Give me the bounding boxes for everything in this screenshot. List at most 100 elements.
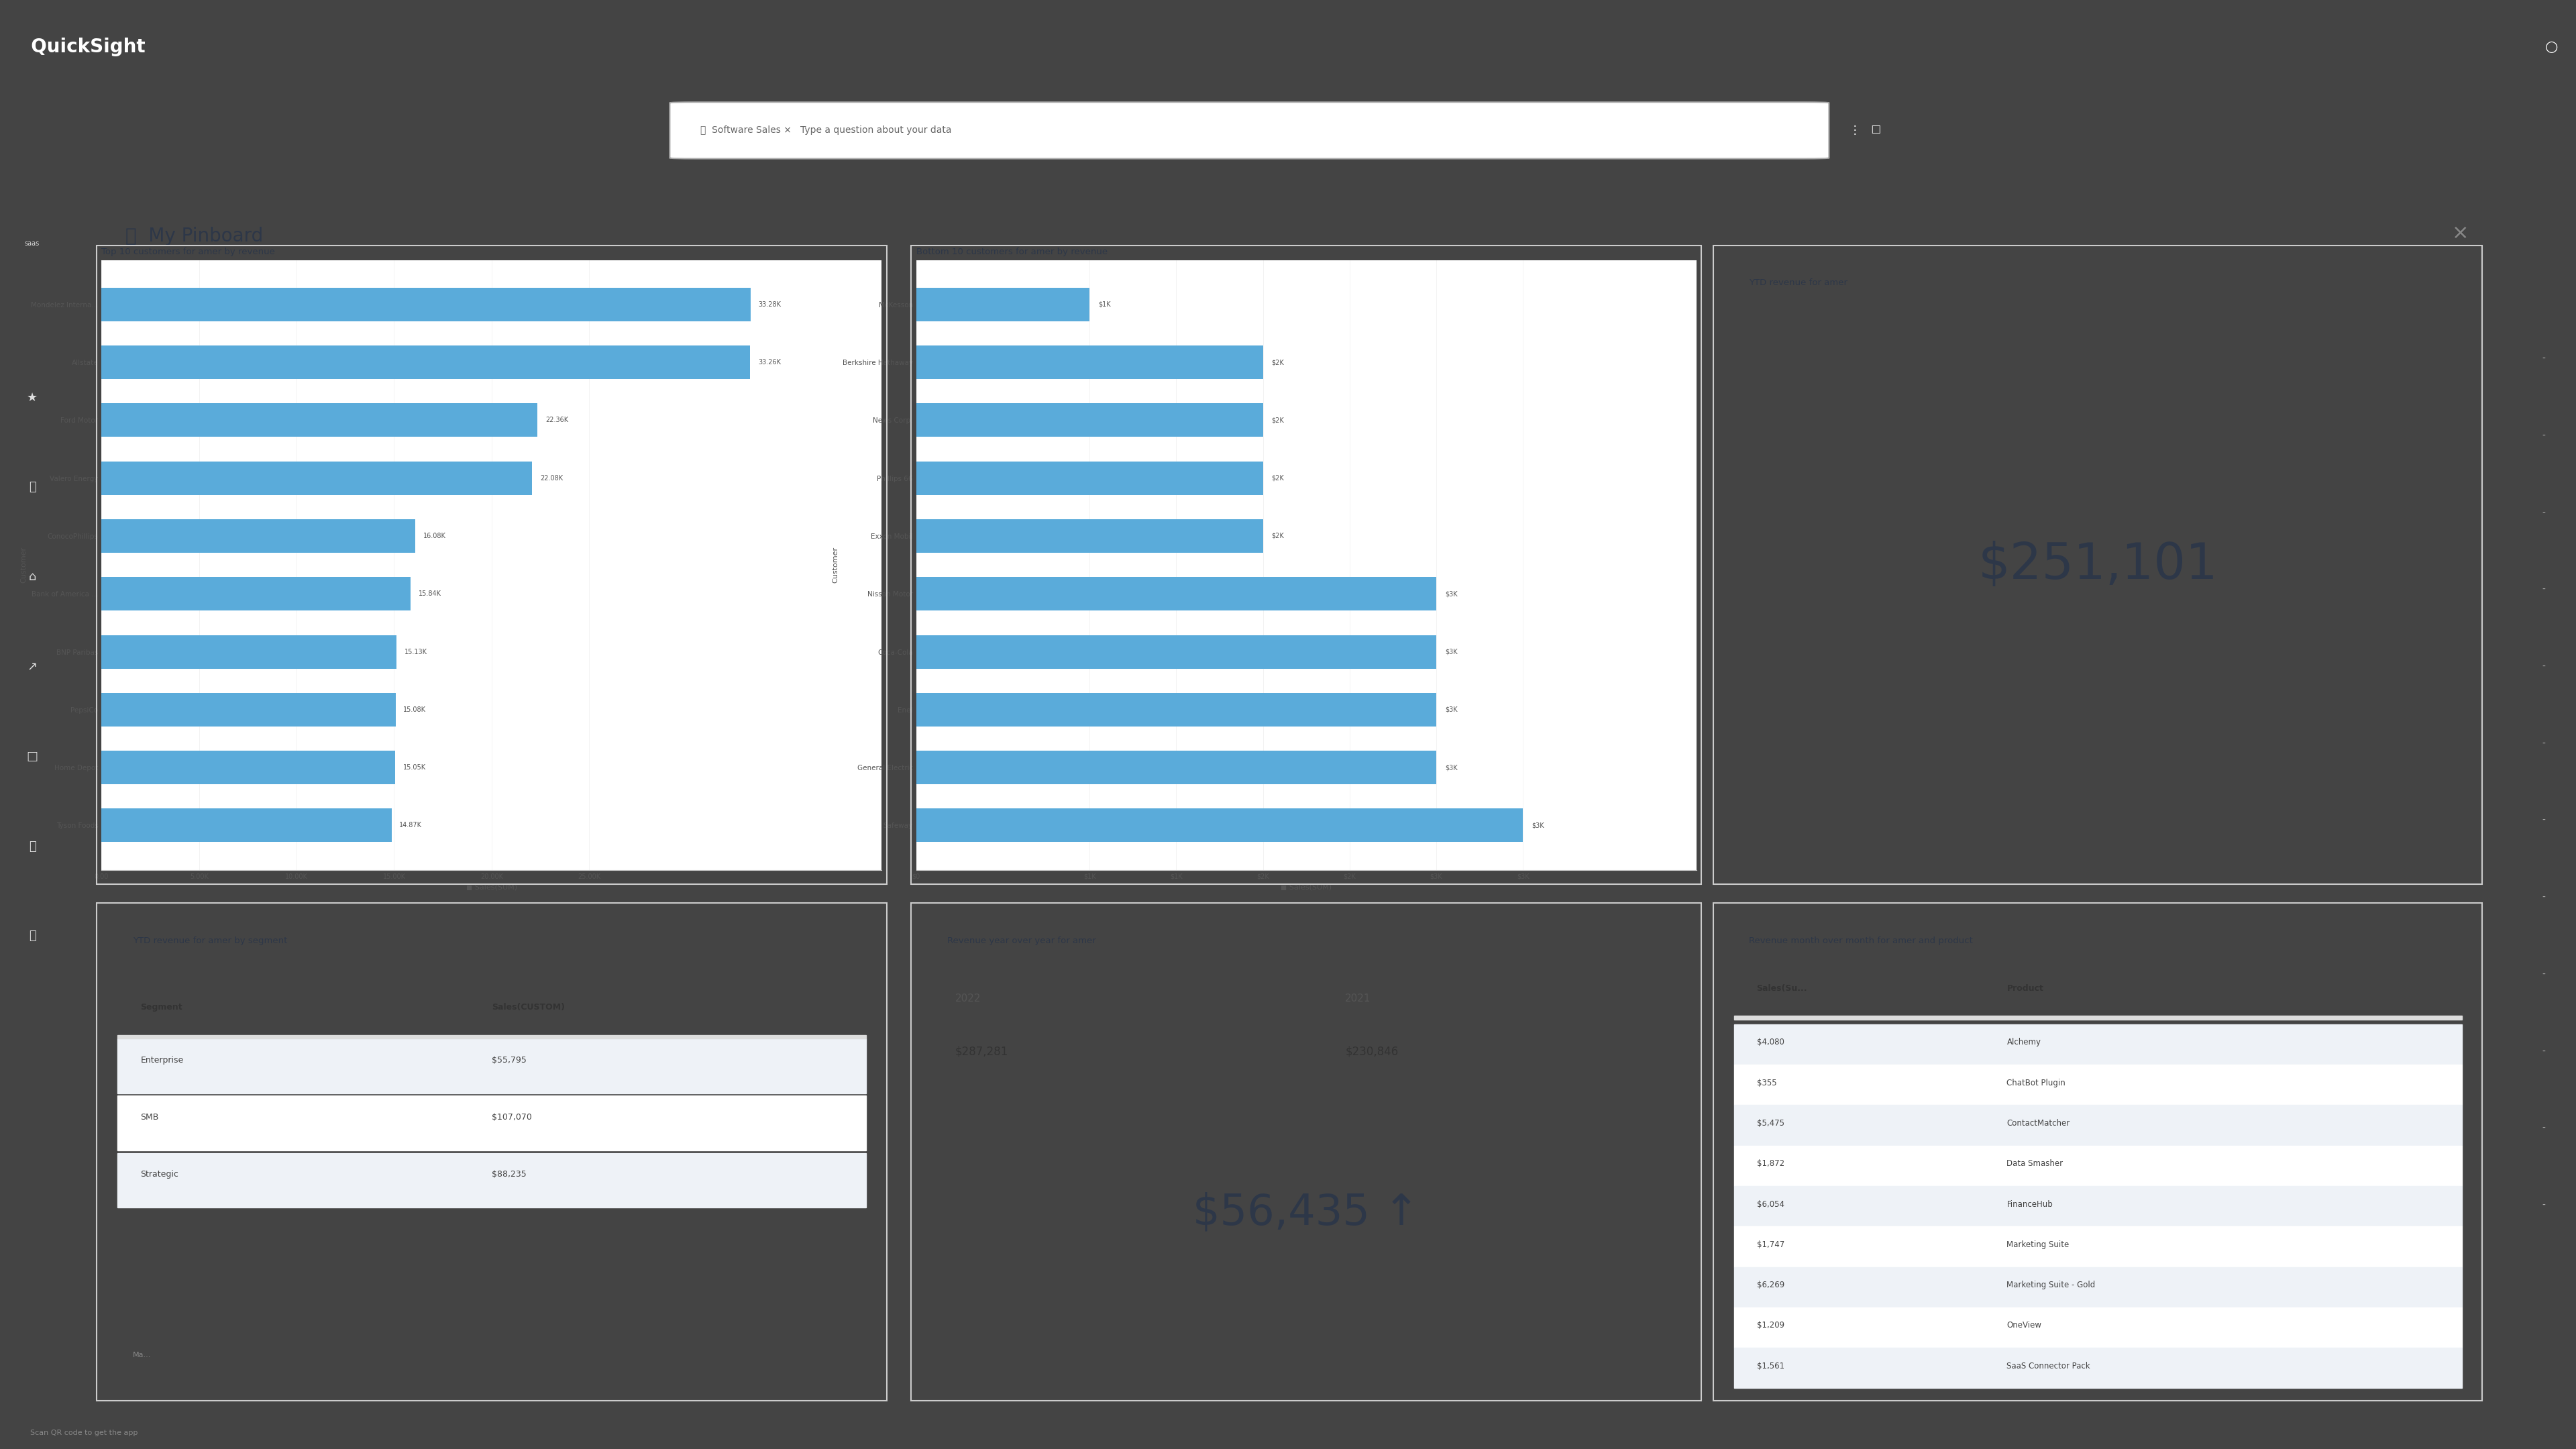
Text: OneView: OneView	[2007, 1321, 2043, 1330]
Bar	[116, 1153, 866, 1207]
Bar	[100, 809, 392, 842]
Text: ContactMatcher: ContactMatcher	[2007, 1119, 2071, 1127]
Text: ★: ★	[26, 391, 39, 403]
Text: -: -	[2543, 355, 2545, 364]
Bar	[116, 1035, 866, 1039]
Bar	[100, 751, 394, 784]
Text: $1K: $1K	[1097, 301, 1110, 307]
Text: $55,795: $55,795	[492, 1056, 526, 1065]
Text: $5,475: $5,475	[1757, 1119, 1785, 1127]
Text: $6,054: $6,054	[1757, 1200, 1785, 1208]
Text: -: -	[2543, 662, 2545, 671]
Bar	[917, 751, 1437, 784]
Text: 💬: 💬	[28, 930, 36, 942]
Text: 33.28K: 33.28K	[757, 301, 781, 307]
Text: $251,101: $251,101	[1978, 540, 2218, 590]
Text: Revenue month over month for amer and product: Revenue month over month for amer and pr…	[1749, 936, 1973, 945]
Text: ChatBot Plugin: ChatBot Plugin	[2007, 1078, 2066, 1087]
Text: $2K: $2K	[1273, 417, 1285, 423]
Text: 2022: 2022	[956, 994, 981, 1004]
Text: 22.08K: 22.08K	[541, 475, 564, 481]
Text: 6 visuals: 6 visuals	[126, 280, 175, 291]
Bar	[116, 1039, 866, 1094]
Text: -: -	[2543, 739, 2545, 748]
Bar	[917, 403, 1262, 438]
Text: $1,561: $1,561	[1757, 1362, 1785, 1371]
Text: Product: Product	[2007, 984, 2043, 993]
Text: 15.13K: 15.13K	[404, 648, 428, 655]
Text: Segment: Segment	[142, 1003, 183, 1011]
Bar	[917, 288, 1090, 322]
Text: ⌂: ⌂	[28, 571, 36, 582]
Text: $1,209: $1,209	[1757, 1321, 1785, 1330]
Text: Enterprise: Enterprise	[142, 1056, 183, 1065]
Bar	[100, 635, 397, 668]
Bar	[100, 461, 533, 496]
Text: -: -	[2543, 1124, 2545, 1133]
Text: -: -	[2543, 816, 2545, 826]
X-axis label: ◼ Sales(SUM): ◼ Sales(SUM)	[466, 884, 518, 890]
Text: 15.05K: 15.05K	[402, 764, 425, 771]
Text: ×: ×	[2452, 223, 2468, 243]
Text: -: -	[2543, 432, 2545, 440]
Text: 14.87K: 14.87K	[399, 822, 422, 829]
Text: ↗: ↗	[28, 661, 36, 672]
Bar	[1734, 1348, 2463, 1388]
Text: SaaS Connector Pack: SaaS Connector Pack	[2007, 1362, 2089, 1371]
Text: $287,281: $287,281	[956, 1046, 1007, 1058]
Text: Sales(CUSTOM): Sales(CUSTOM)	[492, 1003, 564, 1011]
Text: $3K: $3K	[1445, 648, 1458, 655]
Text: $1,872: $1,872	[1757, 1159, 1785, 1168]
Text: -: -	[2543, 509, 2545, 517]
Text: 🔍: 🔍	[28, 840, 36, 852]
Text: 📋  My Pinboard: 📋 My Pinboard	[126, 227, 263, 246]
FancyBboxPatch shape	[670, 101, 1829, 158]
Bar	[1734, 1307, 2463, 1348]
Bar	[917, 693, 1437, 726]
Text: -: -	[2543, 585, 2545, 594]
Text: $6,269: $6,269	[1757, 1281, 1785, 1290]
Text: ○: ○	[2545, 41, 2558, 54]
Text: Strategic: Strategic	[142, 1169, 178, 1178]
Text: 33.26K: 33.26K	[757, 359, 781, 365]
Text: $355: $355	[1757, 1078, 1777, 1087]
Bar	[116, 1095, 866, 1151]
Bar	[1734, 1065, 2463, 1106]
Text: $2K: $2K	[1273, 533, 1285, 539]
Bar	[1734, 1226, 2463, 1266]
Text: $107,070: $107,070	[492, 1113, 531, 1122]
Bar	[100, 577, 410, 610]
Text: 15.08K: 15.08K	[404, 706, 425, 713]
Text: Ma...: Ma...	[134, 1352, 152, 1359]
Text: $3K: $3K	[1445, 706, 1458, 713]
Bar	[917, 345, 1262, 380]
Text: QuickSight: QuickSight	[18, 38, 144, 57]
Text: $3K: $3K	[1445, 764, 1458, 771]
Bar	[1734, 1185, 2463, 1226]
Text: $2K: $2K	[1273, 475, 1285, 481]
Text: $56,435 ↑: $56,435 ↑	[1193, 1191, 1419, 1233]
Bar	[1734, 1016, 2463, 1020]
Y-axis label: Customer: Customer	[832, 546, 840, 582]
Text: -: -	[2543, 969, 2545, 980]
Bar	[100, 693, 397, 726]
Text: Alchemy: Alchemy	[2007, 1037, 2040, 1046]
Text: YTD revenue for amer: YTD revenue for amer	[1749, 278, 1847, 287]
Bar	[917, 809, 1522, 842]
Text: Data Smasher: Data Smasher	[2007, 1159, 2063, 1168]
Text: Sales(Su...: Sales(Su...	[1757, 984, 1808, 993]
Bar	[917, 519, 1262, 552]
Text: -: -	[2543, 1046, 2545, 1056]
Y-axis label: Customer: Customer	[21, 546, 28, 582]
Bar	[917, 461, 1262, 496]
Text: Marketing Suite - Gold: Marketing Suite - Gold	[2007, 1281, 2094, 1290]
Bar	[1734, 1266, 2463, 1307]
Text: $1,747: $1,747	[1757, 1240, 1785, 1249]
Text: $4,080: $4,080	[1757, 1037, 1785, 1046]
Bar	[1734, 1024, 2463, 1065]
Bar	[1734, 1146, 2463, 1185]
Text: Revenue year over year for amer: Revenue year over year for amer	[948, 936, 1097, 945]
Bar	[1734, 1106, 2463, 1146]
Text: Marketing Suite: Marketing Suite	[2007, 1240, 2069, 1249]
Bar	[100, 403, 538, 438]
